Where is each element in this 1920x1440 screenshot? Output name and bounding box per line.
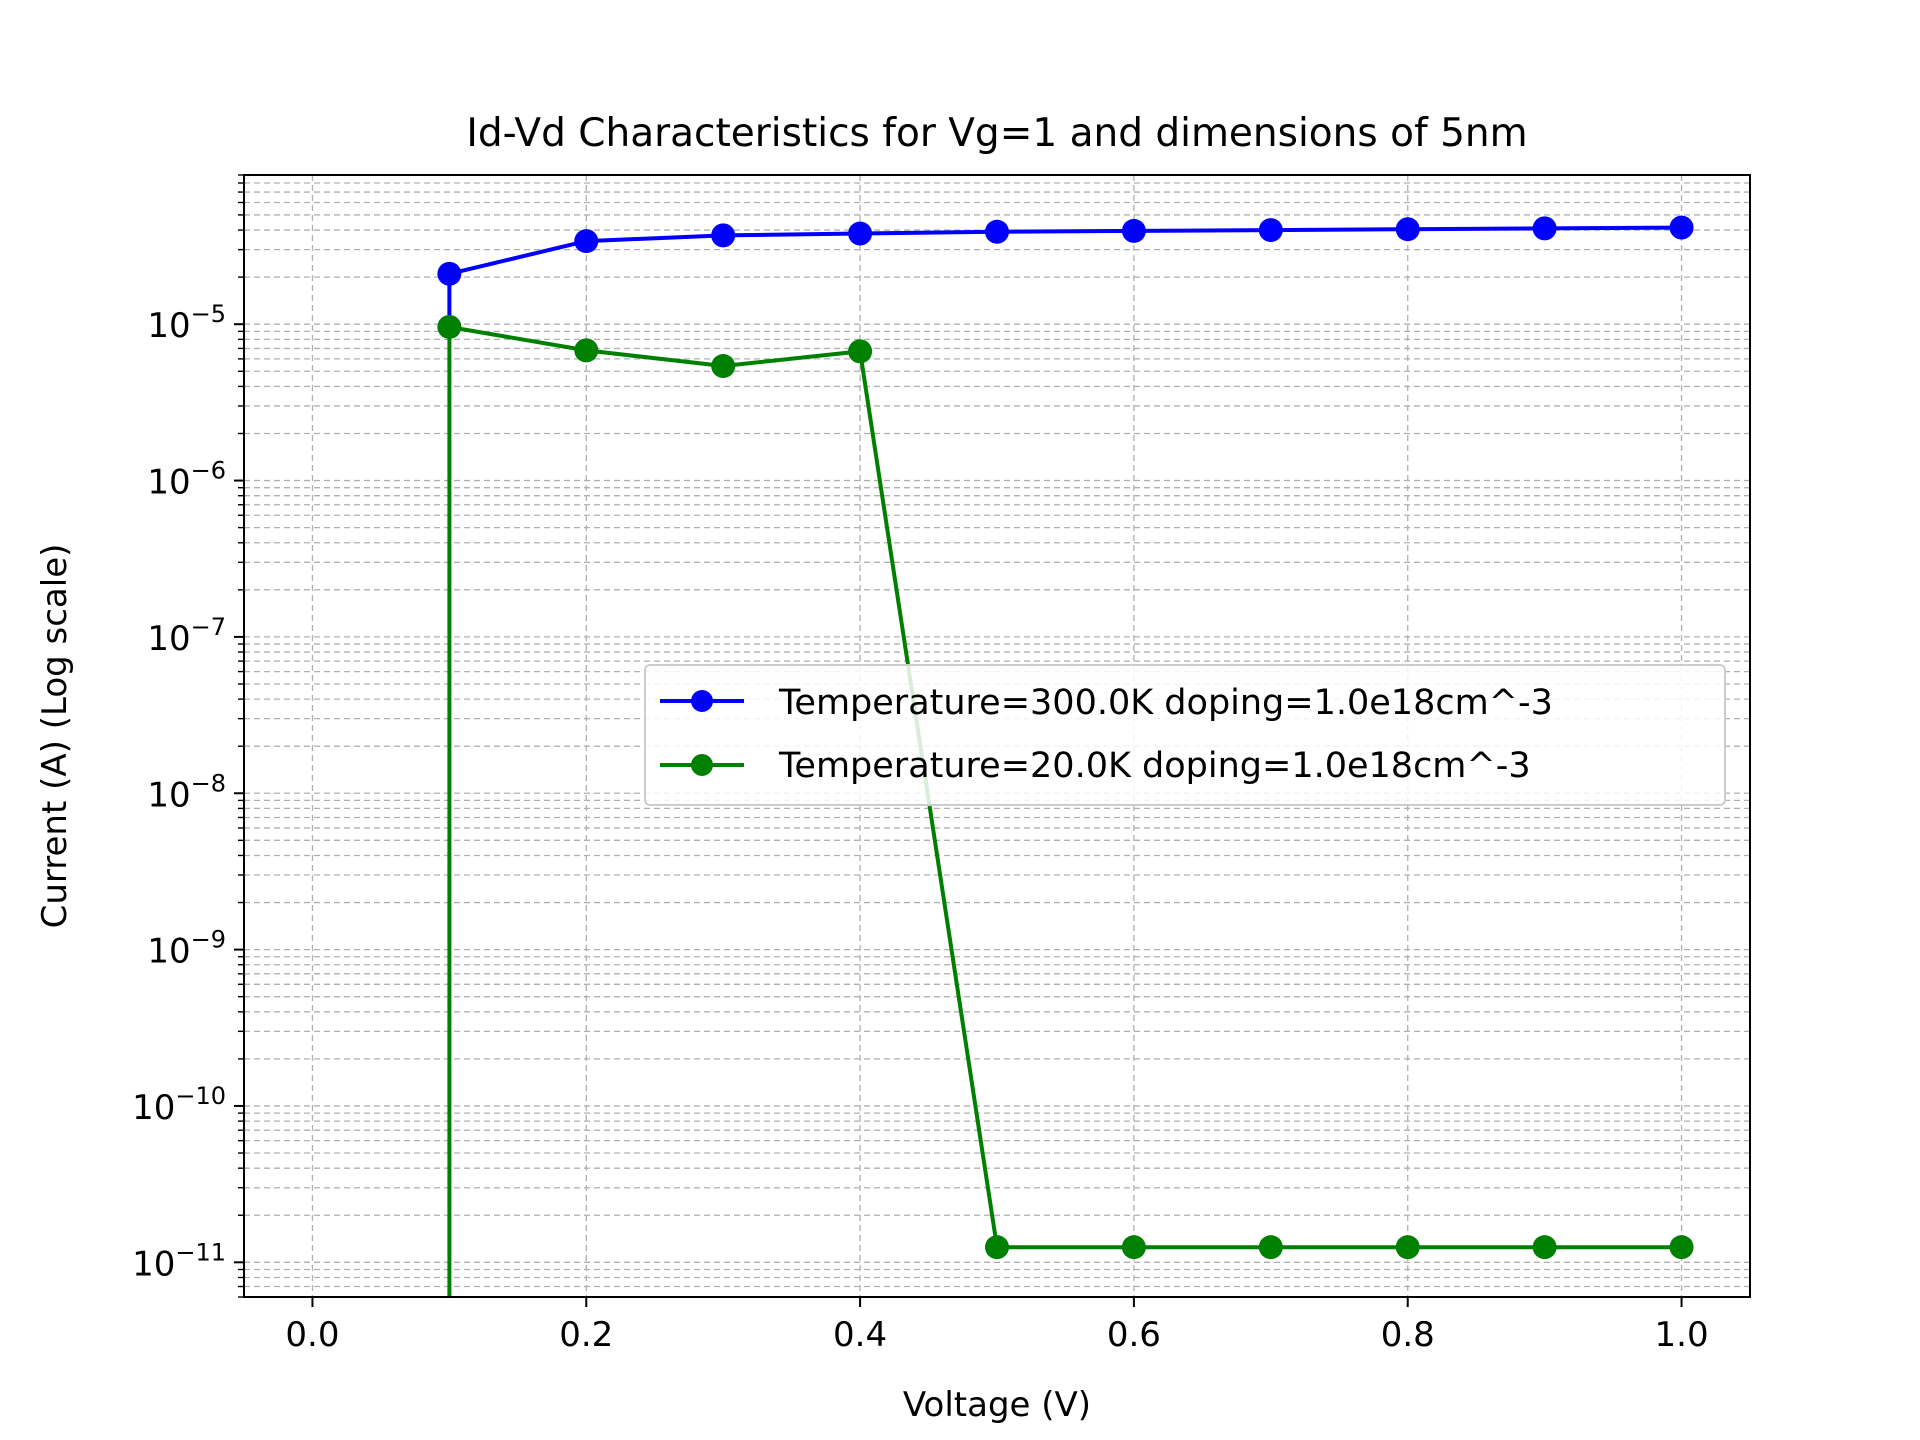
series-0-point [1395, 217, 1420, 242]
series-1-point [985, 1235, 1009, 1260]
series-0-point [1258, 218, 1283, 243]
y-tick-label: 10−6 [147, 457, 226, 503]
y-axis-label: Current (A) (Log scale) [35, 544, 75, 929]
plot-frame [243, 174, 1751, 1298]
series-1-point [1121, 1235, 1146, 1260]
y-tick-label: 10−5 [147, 300, 226, 346]
x-tick-label: 0.0 [285, 1315, 339, 1355]
x-tick-label: 0.8 [1381, 1315, 1435, 1355]
y-tick-label: 10−9 [147, 926, 226, 972]
y-tick-label: 10−7 [147, 613, 226, 659]
legend-label-20k: Temperature=20.0K doping=1.0e18cm^-3 [778, 746, 1531, 786]
series-1-point [574, 338, 599, 363]
series-0-point [574, 229, 599, 254]
series-0-point [848, 221, 873, 246]
series-1-point [848, 339, 873, 364]
series-0-point [437, 261, 462, 286]
y-tick-label: 10−10 [132, 1082, 226, 1128]
y-axis: 10−11 10−10 10−9 10−8 10−7 10−6 10−5 [132, 174, 244, 1298]
series-1-point [1532, 1235, 1557, 1260]
legend-marker-20k [691, 754, 713, 776]
y-tick-label: 10−8 [147, 769, 226, 815]
series-0-point [711, 223, 736, 248]
series-0-point [1121, 218, 1146, 243]
x-tick-label: 0.4 [833, 1315, 887, 1355]
x-tick-label: 0.6 [1107, 1315, 1161, 1355]
y-tick-label: 10−11 [132, 1238, 226, 1284]
legend-marker-300k [691, 690, 713, 712]
x-tick-label: 1.0 [1655, 1315, 1709, 1355]
x-axis: 0.0 0.2 0.4 0.6 0.8 1.0 [285, 1297, 1709, 1355]
series-1-point [1258, 1235, 1283, 1260]
series-1-point [711, 354, 736, 379]
chart-title: Id-Vd Characteristics for Vg=1 and dimen… [466, 111, 1527, 156]
series-0-point [1669, 215, 1694, 240]
legend-label-300k: Temperature=300.0K doping=1.0e18cm^-3 [778, 683, 1553, 723]
series-0-point [1532, 216, 1557, 241]
x-axis-label: Voltage (V) [903, 1385, 1091, 1425]
series-1-point [1669, 1235, 1694, 1260]
x-tick-label: 0.2 [559, 1315, 613, 1355]
legend: Temperature=300.0K doping=1.0e18cm^-3 Te… [644, 664, 1726, 806]
series-layer [437, 215, 1694, 1297]
series-1-point [1395, 1235, 1420, 1260]
series-1-point [437, 314, 462, 339]
series-0-point [985, 219, 1009, 244]
legend-box [644, 664, 1726, 806]
